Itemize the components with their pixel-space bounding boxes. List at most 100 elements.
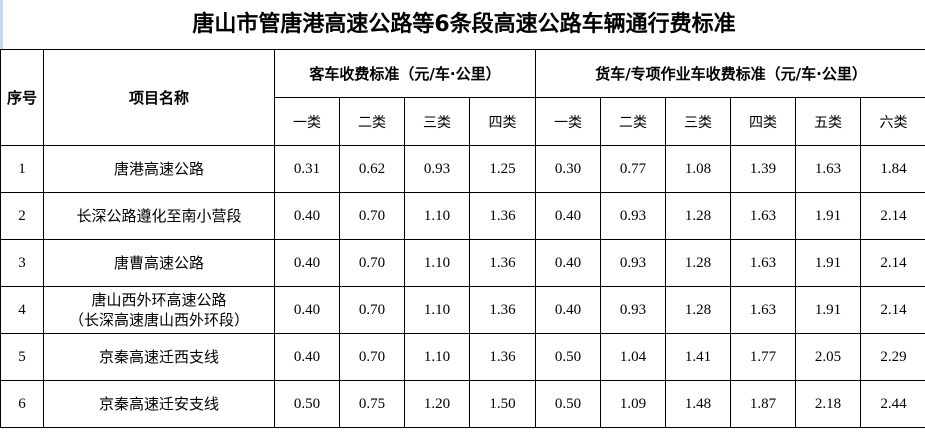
row-name: 唐山西外环高速公路	[91, 291, 227, 309]
passenger-rate: 0.40	[274, 286, 340, 334]
truck-rate: 1.28	[665, 192, 731, 240]
truck-rate: 1.91	[795, 239, 861, 287]
row-name: 京秦高速迁西支线	[98, 348, 219, 366]
row-name-note: （长深高速唐山西外环段）	[68, 311, 249, 329]
truck-rate: 1.91	[795, 286, 861, 334]
header-truck-class: 一类	[535, 97, 601, 146]
header-truck-class: 二类	[600, 97, 666, 146]
truck-rate: 1.41	[665, 333, 731, 381]
truck-rate: 1.77	[730, 333, 796, 381]
passenger-rate: 1.10	[404, 192, 470, 240]
header-truck-class: 五类	[795, 97, 861, 146]
toll-table: 序号 项目名称 客车收费标准（元/车·公里） 货车/专项作业车收费标准（元/车·…	[0, 49, 925, 428]
header-truck-class: 三类	[665, 97, 731, 146]
passenger-rate: 1.50	[469, 380, 536, 428]
truck-rate: 1.28	[665, 239, 731, 287]
truck-rate: 1.84	[859, 145, 925, 193]
passenger-rate: 0.31	[274, 145, 340, 193]
table-row: 4 唐山西外环高速公路 （长深高速唐山西外环段） 0.40 0.70 1.10 1.36 0.…	[0, 286, 925, 334]
header-passenger-group: 客车收费标准（元/车·公里）	[274, 49, 536, 98]
row-index: 5	[0, 333, 44, 381]
row-name-cell: 唐港高速公路	[43, 145, 275, 193]
row-index: 1	[0, 145, 44, 193]
table-row: 5 京秦高速迁西支线 0.40 0.70 1.10 1.36 0.50 1.04 1.41 1.7…	[0, 333, 925, 381]
truck-rate: 1.91	[795, 192, 861, 240]
passenger-rate: 0.70	[339, 192, 405, 240]
row-name: 京秦高速迁安支线	[98, 395, 219, 413]
truck-rate: 1.63	[730, 192, 796, 240]
truck-rate: 1.63	[730, 286, 796, 334]
table-row: 1 唐港高速公路 0.31 0.62 0.93 1.25 0.30 0.77 1.08 1.39 1…	[0, 145, 925, 193]
truck-rate: 0.40	[535, 192, 601, 240]
passenger-rate: 1.10	[404, 286, 470, 334]
header-passenger-class: 四类	[469, 97, 536, 146]
row-name-cell: 京秦高速迁西支线	[43, 333, 275, 381]
header-row: 序号 项目名称 客车收费标准（元/车·公里） 货车/专项作业车收费标准（元/车·…	[0, 49, 925, 146]
passenger-rate: 1.10	[404, 333, 470, 381]
row-name-cell: 京秦高速迁安支线	[43, 380, 275, 428]
passenger-rate: 0.50	[274, 380, 340, 428]
passenger-rate: 1.25	[469, 145, 536, 193]
row-name-cell: 唐山西外环高速公路 （长深高速唐山西外环段）	[43, 286, 275, 334]
truck-rate: 1.48	[665, 380, 731, 428]
row-index: 6	[0, 380, 44, 428]
truck-rate: 2.44	[859, 380, 925, 428]
header-passenger-class: 一类	[274, 97, 340, 146]
truck-rate: 2.05	[795, 333, 861, 381]
truck-rate: 1.09	[600, 380, 666, 428]
truck-rate: 0.93	[600, 239, 666, 287]
row-name-cell: 长深公路遵化至南小营段	[43, 192, 275, 240]
truck-rate: 0.77	[600, 145, 666, 193]
truck-rate: 1.87	[730, 380, 796, 428]
passenger-rate: 0.62	[339, 145, 405, 193]
table-row: 3 唐曹高速公路 0.40 0.70 1.10 1.36 0.40 0.93 1.28 1.63 1…	[0, 239, 925, 287]
passenger-rate: 0.75	[339, 380, 405, 428]
header-name: 项目名称	[43, 49, 275, 146]
row-index: 4	[0, 286, 44, 334]
passenger-rate: 0.93	[404, 145, 470, 193]
truck-rate: 0.40	[535, 286, 601, 334]
header-truck-class: 四类	[730, 97, 796, 146]
truck-rate: 2.14	[859, 192, 925, 240]
truck-rate: 2.14	[859, 239, 925, 287]
passenger-rate: 0.70	[339, 286, 405, 334]
passenger-rate: 0.70	[339, 239, 405, 287]
truck-rate: 2.14	[859, 286, 925, 334]
row-index: 2	[0, 192, 44, 240]
header-class-row: 一类 二类 三类 四类 一类 二类 三类 四类 五类 六类	[1, 97, 925, 146]
passenger-rate: 1.36	[469, 333, 536, 381]
passenger-rate: 0.40	[274, 192, 340, 240]
passenger-rate: 1.36	[469, 192, 536, 240]
header-passenger-class: 二类	[339, 97, 405, 146]
passenger-rate: 1.36	[469, 286, 536, 334]
truck-rate: 1.08	[665, 145, 731, 193]
passenger-rate: 1.10	[404, 239, 470, 287]
truck-rate: 1.39	[730, 145, 796, 193]
truck-rate: 0.40	[535, 239, 601, 287]
document-title: 唐山市管唐港高速公路等6条段高速公路车辆通行费标准	[0, 0, 925, 50]
passenger-rate: 0.70	[339, 333, 405, 381]
header-passenger-class: 三类	[404, 97, 470, 146]
truck-rate: 1.28	[665, 286, 731, 334]
row-index: 3	[0, 239, 44, 287]
row-name: 唐港高速公路	[113, 160, 204, 178]
table-row: 2 长深公路遵化至南小营段 0.40 0.70 1.10 1.36 0.40 0.93 1.28…	[0, 192, 925, 240]
table-row: 6 京秦高速迁安支线 0.50 0.75 1.20 1.50 0.50 1.09 1.48 1.8…	[0, 380, 925, 428]
row-name: 唐曹高速公路	[113, 254, 204, 272]
passenger-rate: 1.20	[404, 380, 470, 428]
truck-rate: 2.29	[859, 333, 925, 381]
passenger-rate: 1.36	[469, 239, 536, 287]
passenger-rate: 0.40	[274, 239, 340, 287]
truck-rate: 1.04	[600, 333, 666, 381]
truck-rate: 0.93	[600, 286, 666, 334]
header-truck-class: 六类	[859, 97, 925, 146]
row-name: 长深公路遵化至南小营段	[76, 207, 242, 225]
truck-rate: 0.30	[535, 145, 601, 193]
header-index: 序号	[0, 49, 44, 146]
truck-rate: 1.63	[730, 239, 796, 287]
truck-rate: 0.50	[535, 333, 601, 381]
truck-rate: 0.50	[535, 380, 601, 428]
passenger-rate: 0.40	[274, 333, 340, 381]
truck-rate: 2.18	[795, 380, 861, 428]
truck-rate: 0.93	[600, 192, 666, 240]
